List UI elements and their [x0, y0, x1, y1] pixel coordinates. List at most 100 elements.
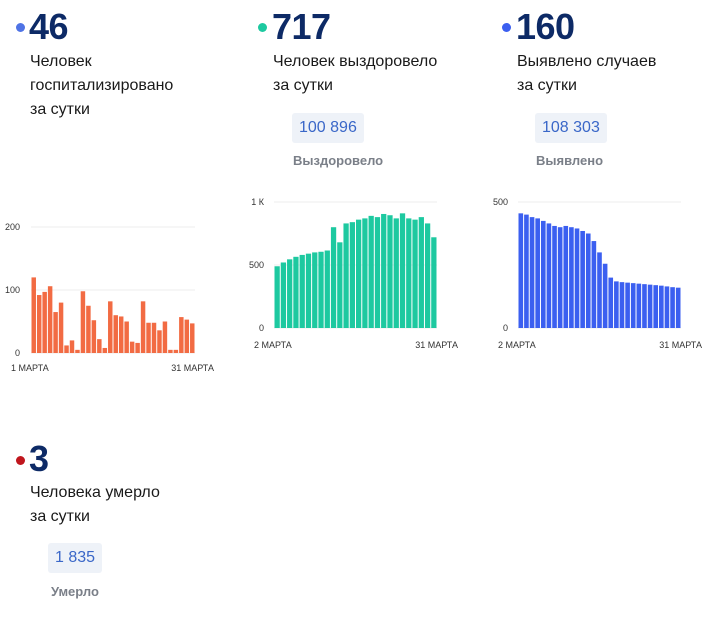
- x-start-label: 2 МАРТА: [498, 340, 536, 350]
- bar: [173, 349, 179, 353]
- bar: [647, 284, 653, 328]
- bar: [418, 217, 424, 328]
- hospitalized-description: Человек госпитализировано за сутки: [30, 53, 174, 118]
- y-tick-label: 500: [493, 197, 508, 207]
- bar: [97, 339, 102, 353]
- bar: [602, 263, 608, 328]
- bar: [287, 259, 293, 328]
- cases-number: 160: [516, 6, 575, 47]
- bar: [337, 242, 343, 328]
- bar: [636, 283, 642, 328]
- recovered-dot: [258, 23, 267, 32]
- bar: [585, 233, 591, 328]
- bar: [381, 213, 387, 328]
- bar: [518, 213, 524, 328]
- bar: [619, 282, 625, 328]
- x-end-label: 31 МАРТА: [415, 340, 458, 350]
- bar: [140, 301, 146, 353]
- hospitalized-chart: 0 100 200 1 МАРТА 31 МАРТА: [5, 222, 214, 373]
- bar: [162, 321, 168, 353]
- bar: [653, 285, 659, 328]
- recovered-total: 100 896: [292, 113, 364, 143]
- bar: [557, 227, 563, 328]
- x-start-label: 1 МАРТА: [11, 363, 49, 373]
- bar: [102, 347, 108, 353]
- bar: [86, 305, 91, 353]
- deaths-dot: [16, 456, 25, 465]
- bar: [563, 225, 569, 328]
- bar: [356, 219, 362, 328]
- bar: [42, 291, 47, 353]
- cases-description: Выявлено случаев за сутки: [517, 53, 657, 94]
- bar: [324, 250, 330, 328]
- hospitalized-dot: [16, 23, 25, 32]
- bar: [659, 285, 664, 328]
- bar: [399, 213, 406, 328]
- bar: [374, 217, 381, 328]
- bar: [36, 295, 42, 353]
- recovered-number: 717: [272, 6, 331, 47]
- bar: [190, 323, 195, 353]
- bar: [591, 241, 597, 328]
- y-tick-label: 0: [15, 348, 20, 358]
- bar: [608, 277, 614, 328]
- bar: [546, 223, 552, 328]
- bar: [552, 225, 557, 328]
- bar: [642, 284, 647, 328]
- bar: [574, 228, 580, 328]
- bar: [64, 345, 69, 353]
- bar: [75, 349, 80, 353]
- hospitalized-number: 46: [29, 6, 69, 47]
- bar: [675, 287, 681, 328]
- x-end-label: 31 МАРТА: [659, 340, 702, 350]
- bar: [524, 214, 529, 328]
- deaths-total: 1 835: [48, 543, 103, 573]
- bar: [368, 215, 374, 328]
- bar: [118, 316, 124, 353]
- bar: [569, 227, 574, 328]
- bar: [293, 256, 299, 328]
- bar: [412, 219, 418, 328]
- bar: [108, 301, 113, 353]
- recovered-description: Человек выздоровело за сутки: [273, 53, 438, 94]
- bar: [179, 317, 184, 353]
- bar: [362, 218, 368, 328]
- bar: [80, 291, 86, 353]
- bar: [157, 330, 162, 353]
- bar: [540, 220, 546, 328]
- cases-dot: [502, 23, 511, 32]
- bar: [274, 266, 280, 328]
- bar: [580, 230, 585, 328]
- bar: [312, 252, 318, 328]
- recovered-total-label: Выздоровело: [293, 153, 384, 168]
- cases-total-label: Выявлено: [536, 153, 604, 168]
- y-tick-label: 500: [249, 260, 264, 270]
- bar: [135, 342, 140, 353]
- bar: [151, 322, 157, 353]
- bar: [299, 254, 305, 328]
- x-end-label: 31 МАРТА: [171, 363, 214, 373]
- bar: [113, 315, 118, 353]
- bar: [53, 312, 58, 353]
- bar: [597, 252, 602, 328]
- recovered-chart: 0 500 1 К 2 МАРТА 31 МАРТА: [249, 197, 458, 350]
- deaths-total-label: Умерло: [51, 584, 99, 599]
- bar: [343, 223, 349, 328]
- bar: [124, 321, 129, 353]
- bar: [670, 287, 675, 328]
- bar: [349, 222, 355, 328]
- cases-chart: 0 500 2 МАРТА 31 МАРТА: [493, 197, 702, 350]
- bar: [58, 302, 64, 353]
- bar: [330, 227, 337, 328]
- bar: [184, 319, 190, 353]
- bar: [406, 218, 412, 328]
- bar: [387, 215, 393, 328]
- bar: [625, 282, 630, 328]
- bar: [664, 286, 670, 328]
- y-tick-label: 1 К: [251, 197, 265, 207]
- bar: [431, 237, 437, 328]
- bar: [69, 340, 75, 353]
- bar: [168, 349, 173, 353]
- y-tick-label: 0: [503, 323, 508, 333]
- bar: [305, 253, 312, 328]
